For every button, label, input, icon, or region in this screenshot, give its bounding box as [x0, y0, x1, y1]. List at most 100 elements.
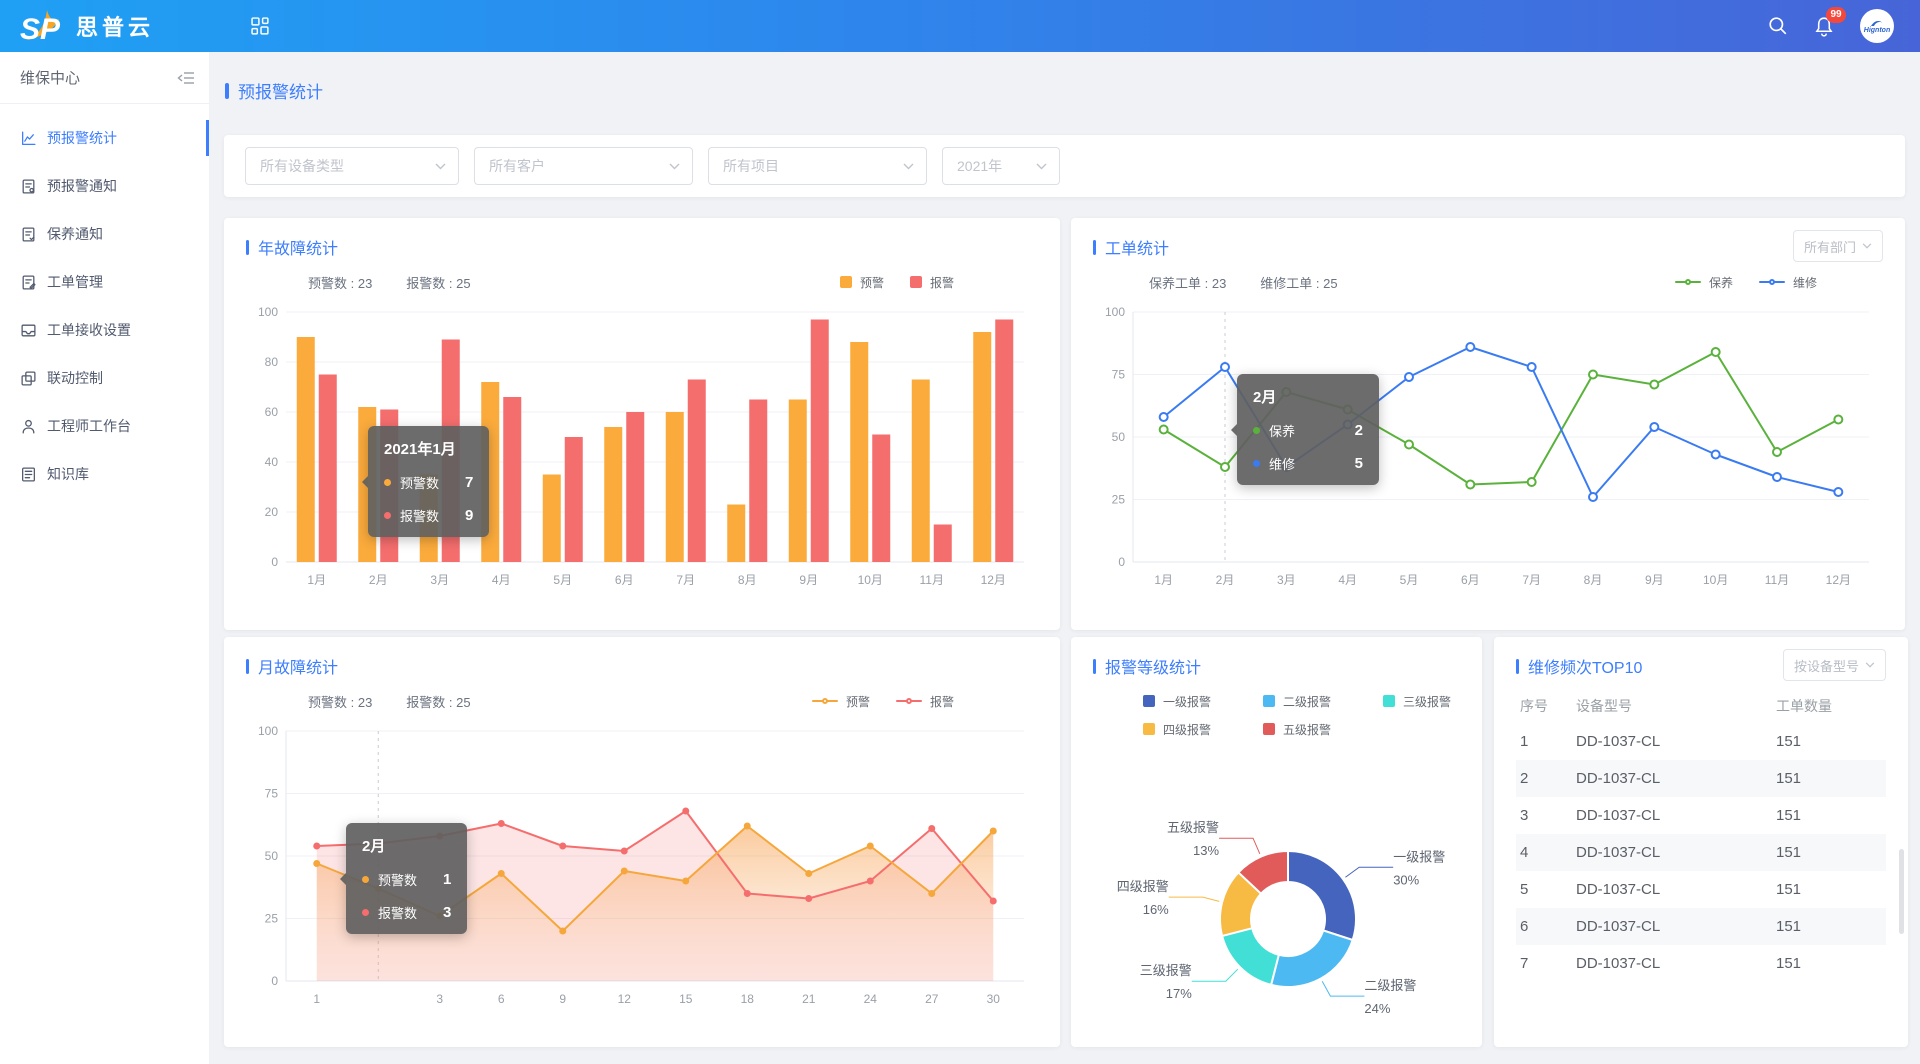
- svg-text:75: 75: [265, 787, 279, 801]
- svg-text:9: 9: [559, 992, 566, 1006]
- table-cell: 5: [1520, 881, 1529, 898]
- table-cell: DD-1037-CL: [1576, 881, 1661, 898]
- monthly-legend: 预警 报警: [811, 693, 954, 710]
- app-name: 思普云: [76, 15, 155, 40]
- table-cell: DD-1037-CL: [1576, 918, 1661, 935]
- workorder-stats: 保养工单 : 23 维修工单 : 25: [1149, 273, 1338, 292]
- sidebar-item-label: 保养通知: [47, 226, 103, 242]
- sidebar-collapse-icon[interactable]: [177, 70, 195, 86]
- legend-label: 五级报警: [1283, 722, 1332, 737]
- link-icon: [21, 370, 36, 386]
- table-row: 3 DD-1037-CL 151: [1516, 797, 1886, 834]
- legend-label: 预警: [845, 694, 870, 709]
- legend-item[interactable]: 报警: [895, 693, 954, 710]
- filter-device-type-select[interactable]: 所有设备类型: [245, 147, 459, 185]
- workorder-card: 工单统计 所有部门 保养工单 : 23 维修工单 : 25 保养 维修 0 25 50 7…: [1071, 218, 1905, 630]
- sidebar-title: 维保中心: [20, 70, 81, 87]
- table-cell: DD-1037-CL: [1576, 955, 1661, 972]
- chevron-down-icon: [1862, 243, 1872, 249]
- legend-marker-icon: [1143, 695, 1155, 707]
- legend-item[interactable]: 一级报警: [1143, 693, 1229, 710]
- svg-text:5月: 5月: [553, 573, 572, 587]
- filter-project-select[interactable]: 所有项目: [708, 147, 927, 185]
- legend-item[interactable]: 四级报警: [1143, 721, 1229, 738]
- svg-text:24: 24: [864, 992, 878, 1006]
- device-model-select[interactable]: 按设备型号: [1782, 649, 1886, 681]
- sidebar-item-0[interactable]: 预报警统计: [0, 114, 209, 162]
- search-icon[interactable]: [1768, 16, 1788, 36]
- svg-text:2月: 2月: [1216, 573, 1235, 587]
- table-row: 5 DD-1037-CL 151: [1516, 871, 1886, 908]
- svg-text:7月: 7月: [1522, 573, 1541, 587]
- table-cell: DD-1037-CL: [1576, 844, 1661, 861]
- chevron-down-icon: [1865, 662, 1875, 668]
- col-model: 设备型号: [1576, 698, 1632, 714]
- svg-text:5月: 5月: [1400, 573, 1419, 587]
- filter-year-select[interactable]: 2021年: [942, 147, 1060, 185]
- table-row: 7 DD-1037-CL 151: [1516, 945, 1886, 982]
- legend-item[interactable]: 保养: [1674, 274, 1733, 291]
- legend-marker-icon: [1263, 695, 1275, 707]
- legend-item[interactable]: 维修: [1758, 274, 1817, 291]
- chevron-down-icon: [903, 163, 914, 169]
- page-title: 预报警统计: [225, 78, 323, 103]
- legend-marker-icon: [811, 695, 838, 707]
- filter-customer-select[interactable]: 所有客户: [474, 147, 693, 185]
- repair-top10-table: 序号 设备型号 工单数量 1 DD-1037-CL 151 2 DD-1037-CL 15…: [1516, 689, 1886, 982]
- svg-text:9月: 9月: [799, 573, 818, 587]
- svg-text:6: 6: [498, 992, 505, 1006]
- department-select[interactable]: 所有部门: [1792, 230, 1883, 262]
- table-cell: 151: [1776, 770, 1802, 787]
- svg-text:3月: 3月: [1277, 573, 1296, 587]
- svg-text:0: 0: [271, 974, 278, 988]
- svg-text:27: 27: [925, 992, 939, 1006]
- stat-text: 报警数 : 25: [406, 694, 471, 710]
- legend-item[interactable]: 二级报警: [1263, 693, 1349, 710]
- col-index: 序号: [1520, 698, 1548, 714]
- alarm-level-title: 报警等级统计: [1093, 655, 1460, 677]
- notifications-bell-icon[interactable]: 99: [1814, 6, 1846, 37]
- table-row: 4 DD-1037-CL 151: [1516, 834, 1886, 871]
- table-cell: 151: [1776, 881, 1802, 898]
- svg-text:三级报警: 三级报警: [1140, 963, 1192, 978]
- table-cell: 1: [1520, 733, 1529, 750]
- sidebar-item-label: 预报警统计: [47, 130, 117, 146]
- sidebar-item-2[interactable]: 保养通知: [0, 210, 209, 258]
- tooltip-title: 2月: [362, 838, 386, 855]
- workorder-line-chart: 0 25 50 75 100 1月 2月 3月 4月 5月 6月 7月 8月 9月 10月 11月 12月 2月保…: [1093, 300, 1883, 597]
- svg-text:11月: 11月: [920, 573, 944, 587]
- sidebar-item-6[interactable]: 工程师工作台: [0, 402, 209, 450]
- sidebar-item-4[interactable]: 工单接收设置: [0, 306, 209, 354]
- table-cell: DD-1037-CL: [1576, 807, 1661, 824]
- annual-fault-card: 年故障统计 预警数 : 23 报警数 : 25 预警 报警 0 20 40 60 80 100…: [224, 218, 1060, 630]
- stat-text: 保养工单 : 23: [1149, 275, 1227, 291]
- app-logo[interactable]: SP 思普云: [0, 6, 209, 46]
- legend-marker-icon: [1674, 276, 1701, 288]
- table-row: 2 DD-1037-CL 151: [1516, 760, 1886, 797]
- legend-item[interactable]: 预警: [811, 693, 870, 710]
- doc-edit-icon: [22, 274, 36, 290]
- svg-text:4月: 4月: [492, 573, 511, 587]
- legend-marker-icon: [895, 695, 922, 707]
- sidebar-item-label: 预报警通知: [47, 178, 117, 194]
- user-avatar[interactable]: Hignton: [1860, 9, 1894, 43]
- table-row: 1 DD-1037-CL 151: [1516, 723, 1886, 760]
- legend-marker-icon: [1143, 723, 1155, 735]
- sidebar-item-3[interactable]: 工单管理: [0, 258, 209, 306]
- sidebar-item-1[interactable]: 预报警通知: [0, 162, 209, 210]
- sidebar-item-5[interactable]: 联动控制: [0, 354, 209, 402]
- sidebar-item-7[interactable]: 知识库: [0, 450, 209, 498]
- svg-text:100: 100: [258, 305, 278, 319]
- legend-item[interactable]: 三级报警: [1383, 693, 1469, 710]
- legend-marker-icon: [1263, 723, 1275, 735]
- legend-item[interactable]: 报警: [909, 274, 954, 291]
- svg-text:2月: 2月: [369, 573, 388, 587]
- svg-text:12: 12: [618, 992, 632, 1006]
- legend-item[interactable]: 预警: [839, 274, 884, 291]
- sidebar-item-label: 工程师工作台: [47, 418, 131, 434]
- table-scrollbar[interactable]: [1899, 849, 1904, 934]
- legend-item[interactable]: 五级报警: [1263, 721, 1349, 738]
- apps-grid-icon[interactable]: [251, 16, 270, 36]
- chevron-down-icon: [435, 163, 446, 169]
- table-cell: 4: [1520, 844, 1529, 861]
